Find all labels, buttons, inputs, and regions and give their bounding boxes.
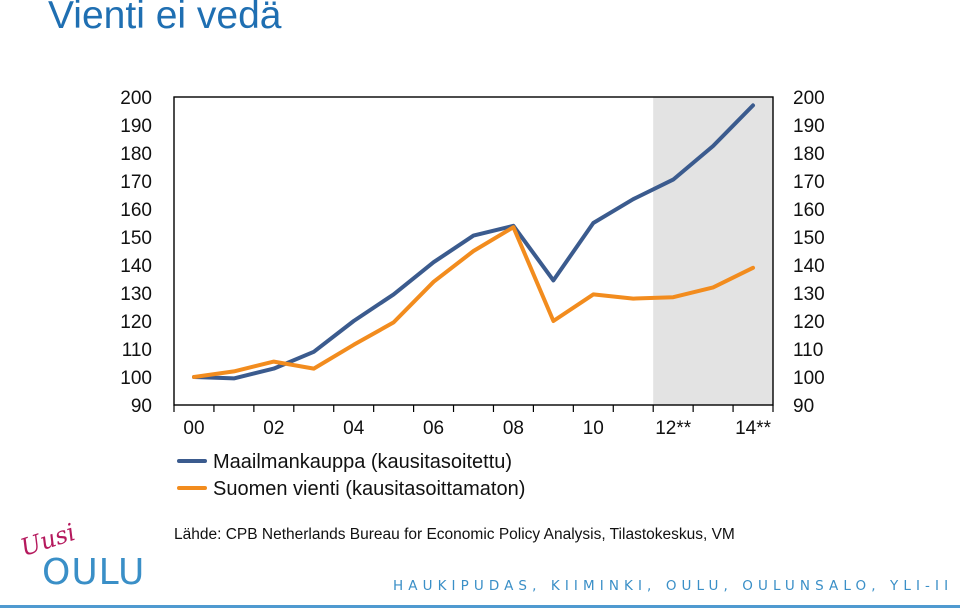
footer-divider (0, 605, 960, 608)
x-tick-label: 04 (343, 418, 365, 439)
y-tick-label-left: 170 (120, 172, 152, 193)
logo-wordmark: OULU (42, 552, 146, 593)
y-tick-label-right: 120 (793, 312, 825, 333)
y-tick-label-right: 160 (793, 200, 825, 221)
x-tick-label: 06 (423, 418, 444, 439)
y-tick-label-left: 160 (120, 200, 152, 221)
y-tick-label-right: 110 (793, 340, 823, 361)
y-tick-label-left: 110 (122, 340, 152, 361)
legend: Maailmankauppa (kausitasoitettu) Suomen v… (177, 451, 525, 500)
x-tick-label: 08 (503, 418, 524, 439)
y-tick-label-right: 180 (793, 144, 825, 165)
footer-place-names: HAUKIPUDAS, KIIMINKI, OULU, OULUNSALO, Y… (393, 578, 954, 594)
y-axis-left-labels: 90 100 110 120 130 140 150 160 170 180 190 200 (120, 88, 152, 417)
y-tick-label-left: 180 (120, 144, 152, 165)
y-axis-right-labels: 90 100 110 120 130 140 150 160 170 180 190 200 (793, 88, 825, 417)
uusi-oulu-logo: Uusi OULU (16, 518, 176, 594)
y-tick-label-left: 130 (120, 284, 152, 305)
x-tick-label: 10 (583, 418, 604, 439)
y-tick-label-left: 200 (120, 88, 152, 109)
x-tick-label: 00 (183, 418, 204, 439)
x-tick-label: 12** (655, 418, 692, 439)
y-tick-label-right: 130 (793, 284, 825, 305)
y-tick-label-left: 190 (120, 116, 152, 137)
y-tick-label-right: 200 (793, 88, 825, 109)
y-tick-label-right: 90 (793, 396, 814, 417)
series-lines (192, 103, 755, 381)
x-axis-labels: 00 02 04 06 08 10 12** 14** (183, 418, 771, 439)
x-tick-marks (173, 405, 774, 412)
y-tick-label-left: 90 (131, 396, 152, 417)
source-note: Lähde: CPB Netherlands Bureau for Econom… (174, 526, 735, 543)
y-tick-label-right: 140 (793, 256, 825, 277)
y-tick-label-left: 120 (120, 312, 152, 333)
legend-label: Suomen vienti (kausitasoittamaton) (213, 478, 525, 500)
y-tick-label-left: 150 (120, 228, 152, 249)
x-tick-label: 14** (735, 418, 772, 439)
legend-label: Maailmankauppa (kausitasoitettu) (213, 451, 512, 473)
y-tick-label-right: 190 (793, 116, 825, 137)
slide-title: Vienti ei vedä (48, 0, 282, 37)
y-tick-label-right: 150 (793, 228, 825, 249)
y-tick-label-right: 100 (793, 368, 825, 389)
y-tick-label-left: 100 (120, 368, 152, 389)
series-line-finland-exports (192, 225, 755, 379)
plot-frame (173, 96, 774, 406)
x-tick-label: 02 (263, 418, 284, 439)
y-tick-label-left: 140 (120, 256, 152, 277)
y-tick-label-right: 170 (793, 172, 825, 193)
